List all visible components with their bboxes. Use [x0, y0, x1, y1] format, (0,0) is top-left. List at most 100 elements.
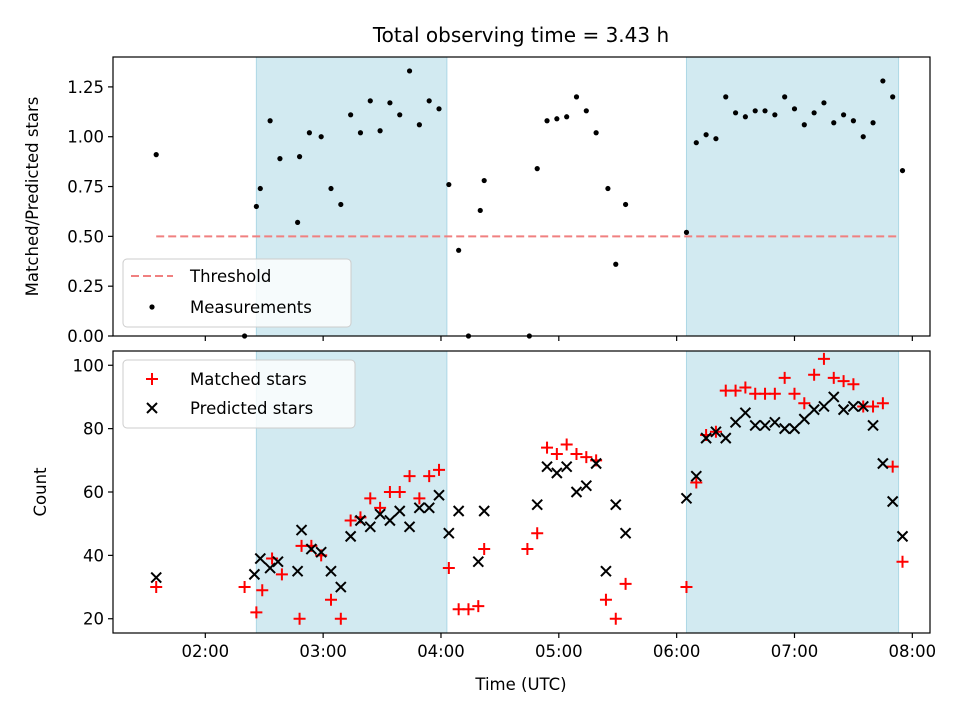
measurement-point — [693, 140, 699, 146]
predicted-star-point — [305, 543, 318, 555]
measurement-point — [899, 167, 906, 174]
measurement-point — [387, 100, 393, 106]
bottom-legend-box — [122, 359, 356, 429]
top-y-ticks: 0.00 0.25 0.50 0.75 1.00 1.25 — [67, 78, 113, 346]
bottom-panel: 20 40 60 80 100 02:00 03:00 04:00 05:00 06:00 07:… — [31, 350, 936, 694]
predicted-star-point — [394, 505, 406, 517]
matched-star-point — [403, 470, 416, 483]
y-tick-label: 60 — [83, 483, 104, 502]
predicted-star-point — [680, 492, 693, 505]
matched-star-point — [393, 486, 406, 498]
measurement-point — [583, 108, 589, 114]
matched-star-point — [275, 568, 288, 581]
bottom-y-ticks: 20 40 60 80 100 — [73, 356, 113, 629]
y-tick-label: 0.00 — [67, 327, 104, 346]
measurement-point — [801, 122, 807, 128]
predicted-star-point — [700, 432, 712, 444]
matched-star-point — [788, 387, 801, 400]
matched-star-point — [739, 381, 752, 394]
legend-matched-label: Matched stars — [190, 370, 307, 389]
matched-star-point — [580, 451, 593, 464]
predicted-star-point — [600, 565, 612, 577]
measurement-point — [426, 98, 432, 104]
matched-star-point — [413, 492, 426, 505]
predicted-star-point — [690, 470, 702, 482]
matched-star-point — [250, 606, 263, 619]
matched-star-point — [423, 470, 436, 483]
predicted-star-point — [374, 508, 386, 520]
measurement-point — [821, 100, 827, 106]
measurement-point — [446, 181, 452, 188]
measurement-point — [416, 122, 422, 128]
matched-star-point — [690, 476, 703, 489]
measurement-point — [840, 112, 847, 118]
matched-star-point — [374, 501, 387, 514]
measurement-point — [277, 156, 283, 162]
predicted-star-point — [291, 565, 304, 577]
predicted-star-point — [778, 422, 791, 435]
measurement-point — [564, 114, 570, 120]
predicted-star-point — [857, 400, 869, 413]
top-shaded-intervals — [255, 57, 900, 336]
matched-star-point — [798, 397, 811, 410]
measurement-point — [782, 94, 788, 100]
matched-star-point — [324, 593, 337, 606]
measurement-point — [713, 136, 719, 142]
measurement-point — [752, 108, 758, 114]
top-legend: Threshold Measurements — [122, 258, 352, 328]
bottom-legend: Matched stars Predicted stars — [122, 359, 356, 429]
predicted-star-point — [896, 530, 909, 543]
matched-star-point — [619, 577, 632, 590]
top-panel: 0.00 0.25 0.50 0.75 1.00 1.25 Matched/Predict… — [23, 56, 931, 346]
measurement-point — [436, 106, 442, 112]
y-tick-label: 0.50 — [67, 227, 104, 246]
legend-measurements-swatch — [149, 304, 155, 310]
measurement-point — [772, 112, 778, 118]
predicted-star-point — [739, 407, 752, 419]
predicted-star-point — [335, 581, 347, 593]
measurement-point — [593, 130, 599, 136]
measurement-point — [338, 201, 344, 208]
top-axes-frame — [112, 56, 931, 337]
matched-star-point — [531, 527, 544, 540]
matched-star-point — [729, 384, 742, 397]
predicted-star-point — [364, 521, 376, 533]
y-tick-label: 20 — [83, 610, 104, 629]
chart-title: Total observing time = 3.43 h — [372, 23, 669, 47]
predicted-star-point — [710, 426, 722, 438]
measurement-point — [477, 207, 483, 214]
measurement-point — [683, 229, 690, 235]
predicted-star-point — [272, 556, 284, 568]
matched-star-point — [364, 492, 377, 505]
predicted-star-point — [344, 530, 357, 543]
measurement-point — [267, 118, 273, 124]
y-tick-label: 80 — [83, 420, 104, 439]
x-axis-label: Time (UTC) — [474, 675, 566, 694]
predicted-star-point — [248, 568, 261, 581]
x-tick-label: 04:00 — [417, 642, 465, 661]
matched-star-point — [433, 463, 446, 476]
predicted-star-point — [384, 514, 396, 527]
y-tick-label: 0.75 — [67, 178, 104, 197]
measurement-point — [791, 106, 798, 112]
matched-star-point — [238, 581, 251, 594]
measurement-point — [622, 201, 629, 208]
matched-star-point — [847, 378, 860, 391]
measurement-point — [153, 152, 159, 158]
predicted-star-point — [580, 479, 593, 492]
measurement-point — [723, 94, 729, 100]
predicted-star-point — [759, 419, 771, 432]
top-y-axis-label: Matched/Predicted stars — [23, 97, 42, 297]
matched-star-point — [778, 371, 791, 384]
predicted-star-point — [720, 432, 732, 444]
shaded-interval — [686, 351, 899, 633]
measurement-point — [703, 132, 709, 138]
bottom-y-axis-label: Count — [31, 467, 50, 517]
predicted-star-point — [570, 486, 583, 498]
predicted-star-point — [325, 565, 337, 577]
measurement-point — [367, 98, 373, 104]
measurement-point — [357, 130, 364, 136]
y-tick-label: 0.25 — [67, 277, 104, 296]
top-x-ticks — [204, 336, 913, 341]
